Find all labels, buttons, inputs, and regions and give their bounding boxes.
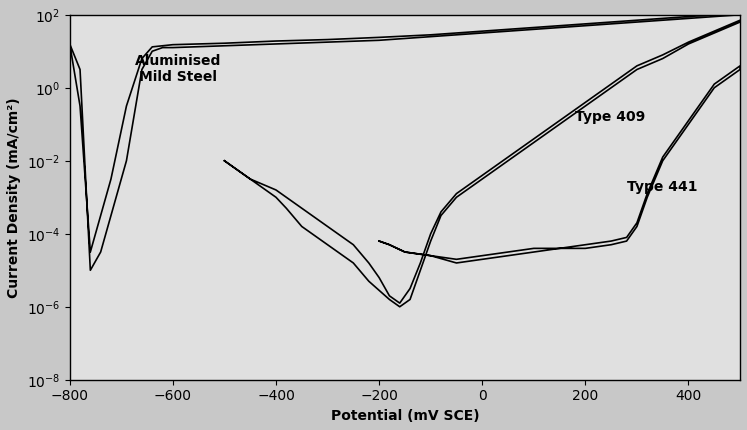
X-axis label: Potential (mV SCE): Potential (mV SCE) <box>331 409 479 423</box>
Text: Type 441: Type 441 <box>627 180 697 194</box>
Text: Type 409: Type 409 <box>575 111 645 124</box>
Text: Aluminised
Mild Steel: Aluminised Mild Steel <box>134 54 221 84</box>
Y-axis label: Current Density (mA/cm²): Current Density (mA/cm²) <box>7 97 21 298</box>
